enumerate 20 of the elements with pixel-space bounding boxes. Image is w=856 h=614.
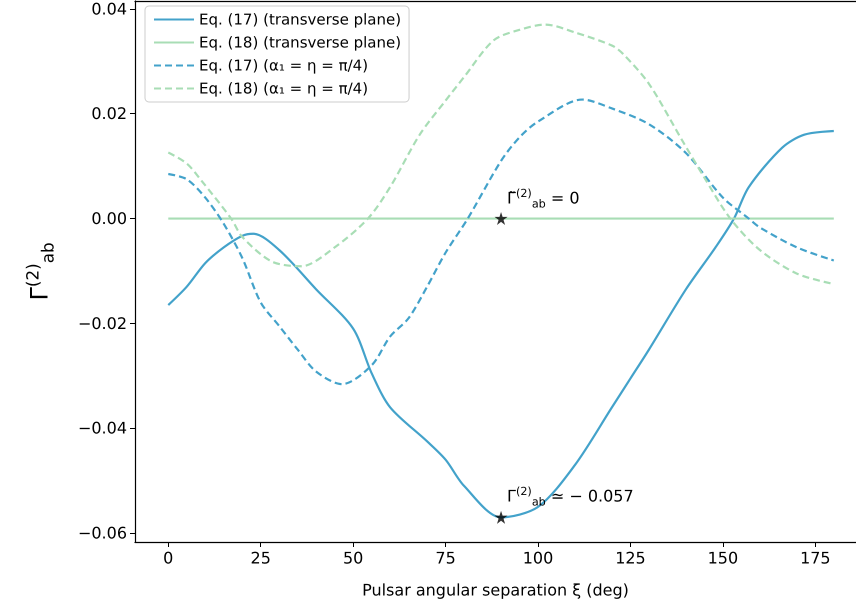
x-tick-label: 50 [342, 548, 364, 568]
legend-label: Eq. (18) (transverse plane) [199, 34, 402, 52]
annotation: Γ̃$^{(2)}$$_{ab}$ = 0 [507, 186, 580, 210]
x-tick-label: 75 [435, 548, 456, 568]
x-tick-label: 100 [522, 548, 554, 568]
x-tick-label: 0 [163, 548, 174, 568]
y-tick-label: −0.02 [78, 314, 127, 333]
x-tick-label: 175 [800, 548, 831, 568]
legend-label: Eq. (17) (α₁ = η = π/4) [199, 56, 368, 74]
x-tick-label: 125 [615, 548, 646, 568]
y-tick-label: 0.02 [91, 104, 127, 124]
legend-label: Eq. (18) (α₁ = η = π/4) [199, 80, 368, 98]
y-tick-label: −0.06 [78, 524, 127, 543]
y-tick-label: 0.00 [91, 209, 127, 228]
y-tick-label: −0.04 [78, 418, 127, 438]
x-axis-title: Pulsar angular separation ξ (deg) [362, 580, 629, 600]
x-tick-label: 150 [708, 548, 738, 568]
legend-label: Eq. (17) (transverse plane) [199, 10, 402, 28]
x-tick-label: 25 [250, 548, 271, 568]
y-tick-label: 0.04 [91, 0, 127, 18]
